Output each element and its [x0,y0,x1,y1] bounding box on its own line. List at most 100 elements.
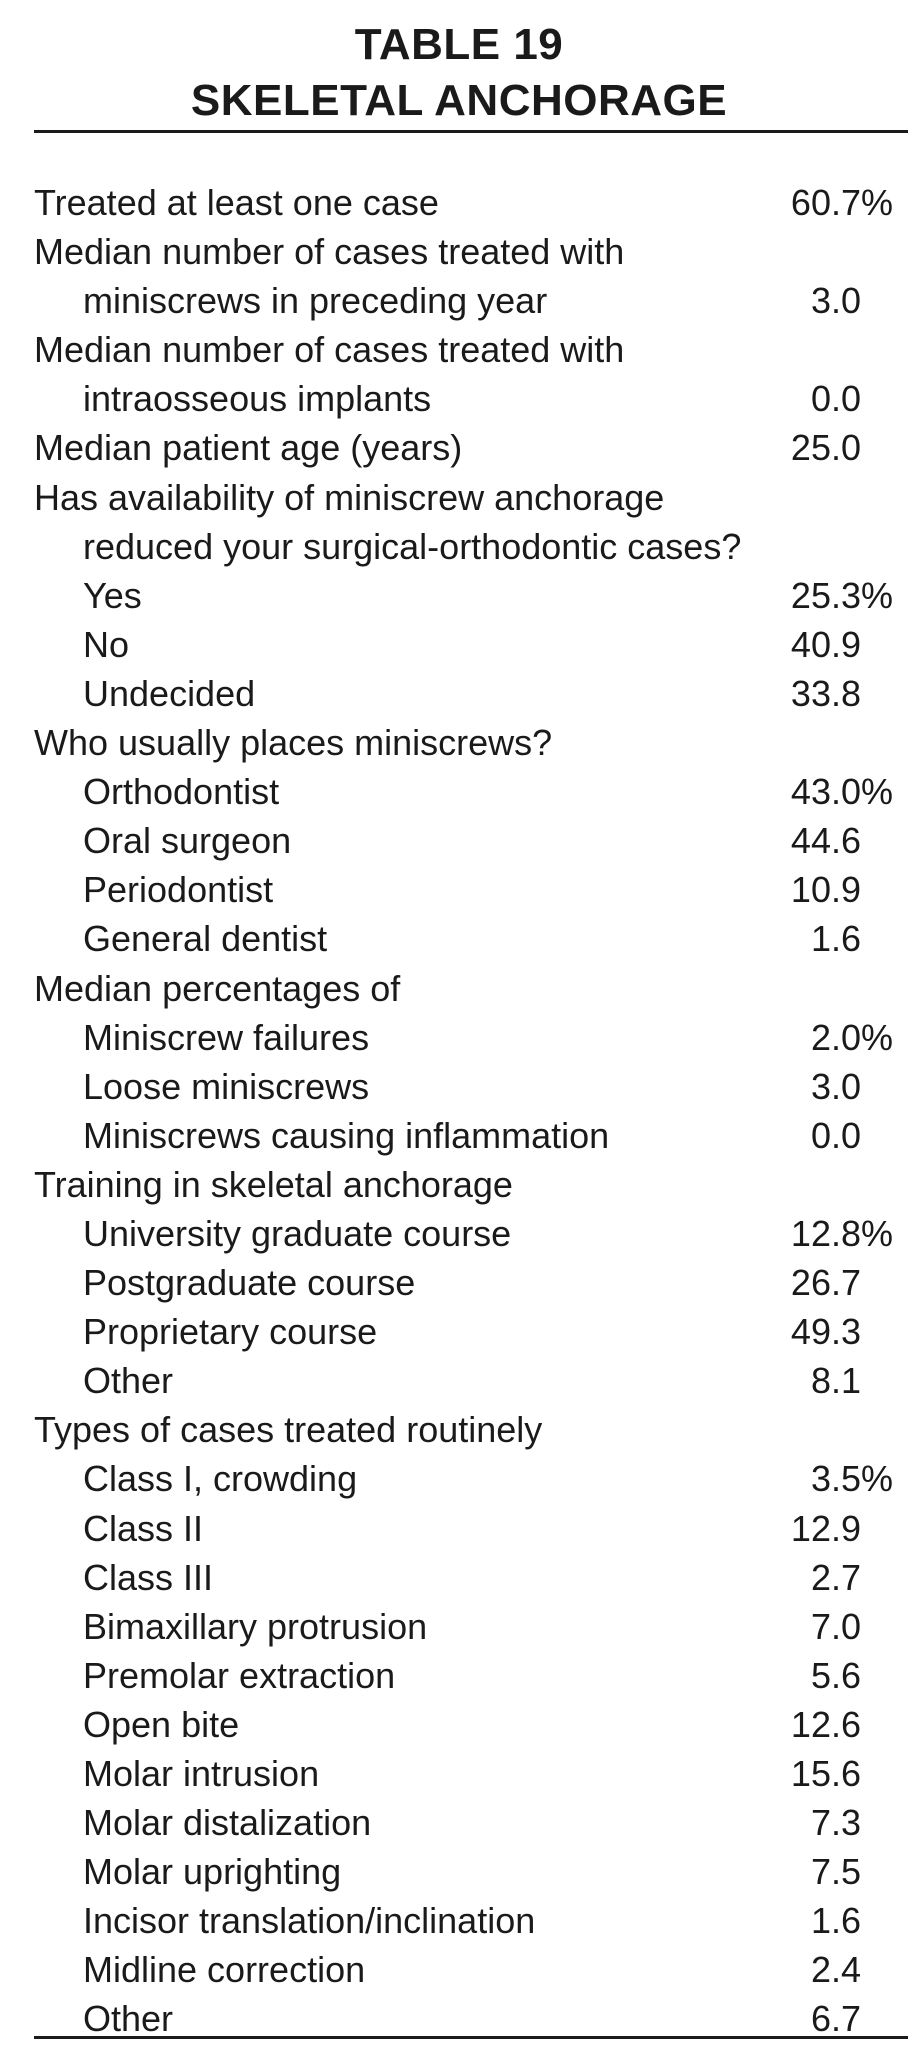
row-label: Open bite [83,1703,240,1745]
row-value: 1.6 [810,918,861,960]
table-row-subitem: reduced your surgical-orthodontic cases? [0,522,918,571]
table-row-subitem: Orthodontist 43.0% [0,767,918,816]
row-label: Molar uprighting [83,1851,342,1893]
table-row: Types of cases treated routinely [0,1405,918,1454]
row-label: Class III [83,1556,214,1598]
row-label: Median patient age (years) [34,427,463,469]
table-row-subitem: Proprietary course 49.3 [0,1307,918,1356]
row-label: miniscrews in preceding year [83,280,548,322]
row-label: Loose miniscrews [83,1065,370,1107]
row-label: Training in skeletal anchorage [34,1163,513,1205]
row-label: Orthodontist [83,771,280,813]
table-row-subitem: Class II 12.9 [0,1504,918,1553]
table-row-subitem: Incisor translation/inclination 1.6 [0,1896,918,1945]
row-value: 5.6 [810,1654,861,1696]
row-label: Bimaxillary protrusion [83,1605,428,1647]
table-row-subitem: Periodontist 10.9 [0,865,918,914]
row-value: 26.7 [790,1262,861,1304]
row-label: Incisor translation/inclination [83,1900,536,1942]
row-label: Undecided [83,672,256,714]
row-label: Premolar extraction [83,1654,396,1696]
row-label: Molar intrusion [83,1753,320,1794]
bottom-rule [34,2036,908,2039]
row-label: General dentist [83,918,328,960]
row-value: 44.6 [790,820,861,862]
row-label: Median percentages of [34,967,401,1009]
table-row: Median number of cases treated with [0,227,918,276]
row-label: Yes [83,574,142,616]
row-value: 1.6 [810,1900,861,1942]
table-row-subitem: miniscrews in preceding year 3.0 [0,276,918,325]
table-row-subitem: Molar intrusion 15.6 [0,1749,918,1798]
row-label: No [83,623,130,665]
table-row-subitem: Other 8.1 [0,1356,918,1405]
table-row-subitem: Open bite 12.6 [0,1700,918,1749]
table-row: Treated at least one case 60.7% [0,178,918,227]
table-row-subitem: Miniscrews causing inflammation 0.0 [0,1111,918,1160]
row-label: Treated at least one case [34,182,439,223]
row-value: 0.0 [810,1114,861,1156]
table-row-subitem: No 40.9 [0,620,918,669]
row-value: 49.3 [790,1311,861,1353]
row-label: Class II [83,1507,204,1549]
table-row-subitem: Loose miniscrews 3.0 [0,1062,918,1111]
row-value: 40.9 [790,623,861,665]
row-value: 7.5 [810,1851,861,1893]
row-value: 7.0 [810,1605,861,1647]
row-label: intraosseous implants [83,378,432,420]
row-value: 25.3% [790,574,894,616]
row-value: 25.0 [790,427,861,469]
row-label: University graduate course [83,1212,512,1254]
table-row: Median patient age (years) 25.0 [0,423,918,472]
row-label: Types of cases treated routinely [34,1409,543,1451]
row-value: 3.0 [810,1065,861,1107]
row-value: 15.6 [790,1753,861,1794]
row-label: Other [83,1360,174,1402]
row-value: 12.9 [790,1507,861,1549]
top-rule [34,130,908,133]
row-label: reduced your surgical-orthodontic cases? [83,525,742,567]
row-label: Who usually places miniscrews? [34,722,553,764]
table-row-subitem: Oral surgeon 44.6 [0,816,918,865]
row-value: 3.5% [810,1458,894,1500]
table-row-subitem: Class III 2.7 [0,1553,918,1602]
row-label: Class I, crowding [83,1458,358,1500]
table-row-subitem: Other 6.7 [0,1994,918,2043]
table-row-subitem: Postgraduate course 26.7 [0,1258,918,1307]
row-value: 0.0 [810,378,861,420]
row-label: Has availability of miniscrew anchorage [34,476,665,518]
table-row-subitem: Molar uprighting 7.5 [0,1847,918,1896]
row-label: Proprietary course [83,1311,378,1353]
table-row: Training in skeletal anchorage [0,1160,918,1209]
table-row-subitem: Molar distalization 7.3 [0,1798,918,1847]
row-value: 2.7 [810,1556,861,1598]
row-value: 10.9 [790,869,861,911]
table-row-subitem: intraosseous implants 0.0 [0,374,918,423]
row-label: Midline correction [83,1949,366,1991]
row-label: Oral surgeon [83,820,292,862]
table-row-subitem: Undecided 33.8 [0,669,918,718]
row-label: Periodontist [83,869,274,911]
table-row-subitem: Yes 25.3% [0,571,918,620]
table-row-subitem: Midline correction 2.4 [0,1945,918,1994]
table-subtitle: SKELETAL ANCHORAGE [190,76,728,125]
row-value: 33.8 [790,672,861,714]
row-value: 3.0 [810,280,861,322]
row-label: Molar distalization [83,1802,372,1844]
row-label: Postgraduate course [83,1262,416,1304]
row-label: Other [83,1998,174,2040]
row-value: 8.1 [810,1360,861,1402]
row-label: Miniscrews causing inflammation [83,1114,610,1156]
table-title: TABLE 19 [354,20,564,69]
table-row: Median number of cases treated with [0,325,918,374]
table-row-subitem: Class I, crowding 3.5% [0,1454,918,1503]
table-row-subitem: Miniscrew failures 2.0% [0,1013,918,1062]
table-row-subitem: Premolar extraction 5.6 [0,1651,918,1700]
row-value: 60.7% [790,182,894,223]
table-row: Has availability of miniscrew anchorage [0,473,918,522]
table-row-subitem: General dentist 1.6 [0,914,918,963]
row-value: 12.6 [790,1703,861,1745]
table-row: Median percentages of [0,964,918,1013]
row-value: 6.7 [810,1998,861,2040]
row-value: 2.0% [810,1016,894,1058]
